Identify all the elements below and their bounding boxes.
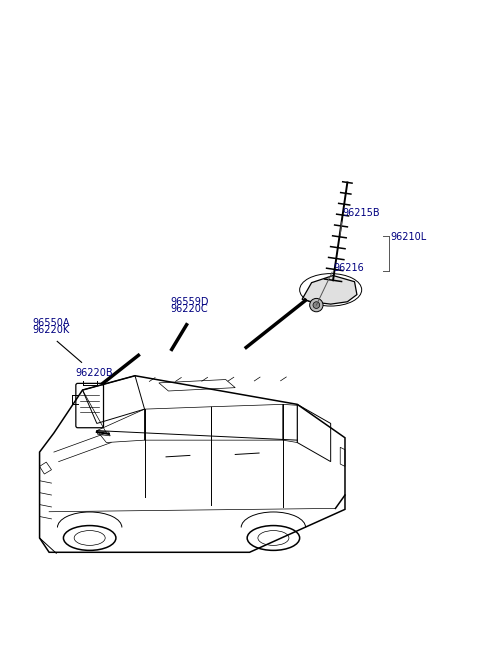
- Circle shape: [313, 302, 320, 308]
- Text: 96559D: 96559D: [171, 297, 209, 306]
- Circle shape: [310, 298, 323, 312]
- Text: 96220C: 96220C: [171, 304, 208, 314]
- Text: 96210L: 96210L: [390, 232, 427, 242]
- Text: 96220B: 96220B: [75, 368, 113, 378]
- Text: 96550A: 96550A: [33, 318, 70, 328]
- Polygon shape: [302, 276, 357, 304]
- Text: 96215B: 96215B: [343, 208, 380, 218]
- Text: 96220K: 96220K: [33, 325, 70, 335]
- Text: 96216: 96216: [333, 263, 364, 273]
